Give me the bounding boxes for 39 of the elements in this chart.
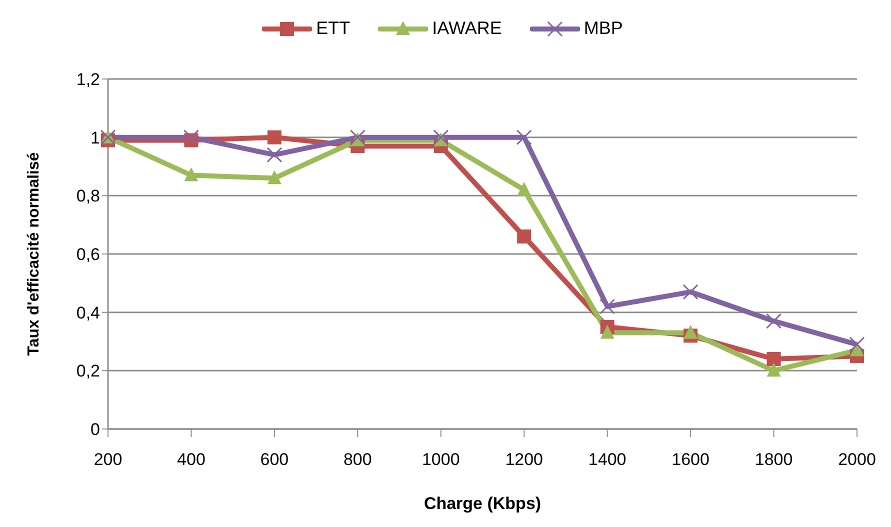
legend-label: IAWARE	[431, 18, 502, 39]
y-tick-label: 0	[90, 420, 100, 440]
point	[183, 130, 199, 146]
point	[682, 284, 698, 300]
point	[850, 342, 864, 356]
x-tick-label: 1200	[505, 450, 544, 470]
legend-label: ETT	[315, 18, 350, 39]
x-tick-label: 200	[94, 450, 122, 470]
x-tick-label: 1000	[422, 450, 460, 470]
legend-label: MBP	[582, 18, 623, 39]
x-tick-label: 1800	[754, 450, 793, 470]
point	[684, 324, 698, 339]
x-tick-label: 800	[343, 450, 372, 470]
point	[766, 352, 781, 366]
x-tick-label: 600	[260, 450, 289, 470]
point	[600, 324, 614, 339]
x-axis-title: Charge (Kbps)	[424, 494, 542, 513]
x-tick-label: 400	[177, 450, 206, 470]
point	[517, 182, 532, 196]
point	[766, 362, 781, 377]
x-tick-label: 2000	[838, 450, 876, 470]
x-tick-label: 1600	[672, 450, 710, 470]
y-tick-label: 0,4	[76, 303, 100, 322]
y-tick-label: 0,8	[76, 186, 100, 206]
point	[267, 130, 282, 144]
x-tick-label: 1400	[588, 450, 626, 470]
y-tick-label: 0,6	[76, 245, 100, 264]
y-axis-title: Taux d'efficacité normalisé	[26, 152, 43, 356]
y-tick-label: 1,2	[76, 70, 100, 90]
point	[267, 170, 282, 184]
point	[266, 147, 282, 163]
point	[184, 167, 198, 182]
point	[517, 230, 532, 244]
point	[849, 336, 865, 352]
point	[600, 298, 616, 314]
y-tick-label: 0,2	[76, 362, 100, 381]
y-tick-label: 1	[90, 128, 100, 148]
point	[516, 130, 532, 146]
point	[766, 313, 782, 329]
